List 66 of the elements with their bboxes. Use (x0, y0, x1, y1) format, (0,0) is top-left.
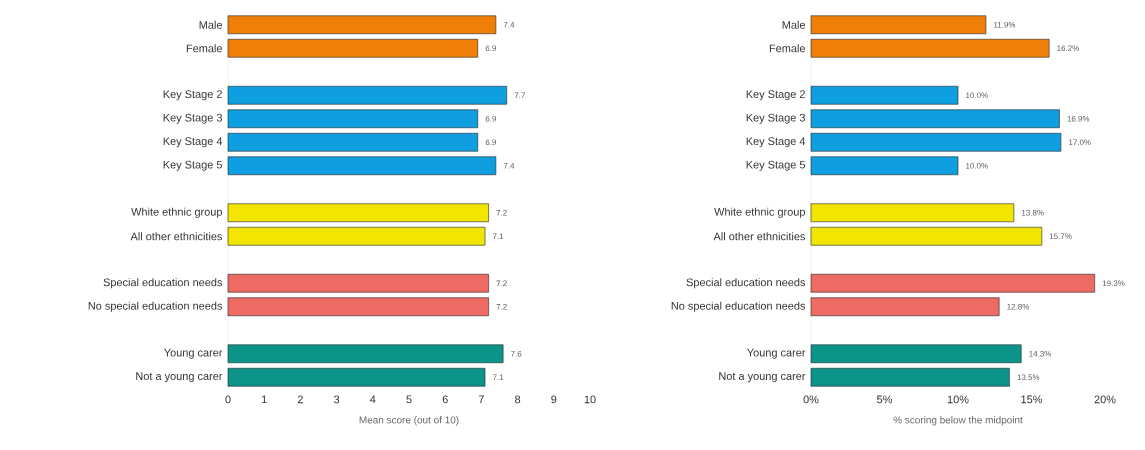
bar (227, 297, 489, 317)
bar (227, 273, 489, 293)
y-tick-label: Not a young carer (719, 372, 806, 383)
y-tick-label: Key Stage 2 (163, 90, 222, 101)
x-axis-title: % scoring below the midpoint (893, 416, 1023, 426)
x-tick-label: 6 (442, 395, 448, 404)
bar (227, 38, 479, 58)
x-tick-label: 10% (947, 395, 969, 404)
x-tick-label: 15% (1021, 395, 1043, 404)
y-tick-label: Male (199, 20, 222, 29)
bar (227, 85, 508, 105)
x-tick-label: 0 (225, 395, 231, 404)
x-tick-label: 7 (478, 395, 484, 404)
x-tick-label: 10 (584, 395, 596, 404)
y-tick-label: Young carer (747, 348, 806, 359)
x-tick-label: 2 (297, 395, 303, 404)
bar (810, 273, 1096, 293)
y-tick-label: Key Stage 3 (746, 113, 805, 124)
bar (810, 15, 987, 35)
y-tick-label: Key Stage 5 (746, 160, 806, 171)
bar (810, 109, 1060, 129)
y-tick-label: White ethnic group (131, 207, 222, 218)
x-tick-label: 20% (1094, 395, 1116, 404)
bar (810, 367, 1010, 387)
x-tick-label: 5% (877, 395, 893, 404)
y-tick-label: Key Stage 2 (746, 90, 805, 101)
y-tick-label: Key Stage 4 (163, 137, 223, 148)
bar (810, 132, 1062, 152)
bar (810, 226, 1043, 246)
x-tick-label: 9 (551, 395, 557, 404)
y-tick-label: All other ethnicities (713, 232, 806, 241)
x-tick-label: 1 (261, 395, 267, 404)
bar (810, 156, 959, 176)
y-tick-label: Key Stage 4 (746, 137, 806, 148)
bar (227, 344, 504, 364)
bar (810, 85, 959, 105)
y-tick-label: Key Stage 5 (163, 160, 222, 171)
y-tick-label: No special education needs (88, 301, 223, 312)
x-tick-label: 0% (803, 395, 819, 404)
bar (810, 297, 1000, 317)
y-tick-label: Male (782, 20, 805, 29)
y-tick-label: Special education needs (686, 278, 806, 289)
bar (227, 367, 486, 387)
x-tick-label: 8 (515, 395, 521, 404)
bar (810, 203, 1015, 223)
bar (227, 156, 497, 176)
y-tick-label: No special education needs (671, 301, 806, 312)
bar (227, 132, 479, 152)
y-tick-label: Female (186, 44, 222, 53)
y-tick-label: All other ethnicities (130, 232, 223, 241)
bar (227, 203, 489, 223)
x-axis-title: Mean score (out of 10) (359, 416, 459, 426)
y-tick-label: Female (769, 44, 805, 53)
x-tick-label: 5 (406, 395, 412, 404)
bar (810, 344, 1022, 364)
bar (227, 109, 479, 129)
x-tick-label: 3 (333, 395, 340, 404)
y-tick-label: Not a young carer (136, 372, 223, 383)
y-tick-label: Young carer (164, 348, 223, 359)
x-tick-label: 4 (370, 395, 376, 404)
y-tick-label: White ethnic group (714, 207, 805, 218)
bar (227, 15, 497, 35)
bar (227, 226, 486, 246)
y-tick-label: Key Stage 3 (163, 113, 222, 124)
bar (810, 38, 1050, 58)
y-tick-label: Special education needs (103, 278, 223, 289)
